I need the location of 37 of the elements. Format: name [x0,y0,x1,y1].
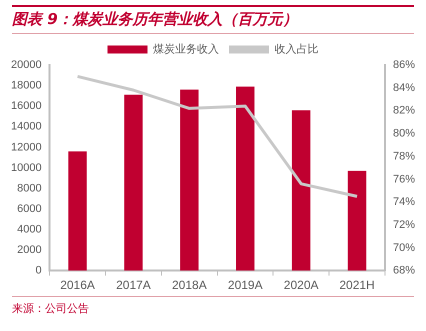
legend-label: 收入占比 [274,42,318,56]
y-tick-label: 6000 [17,202,42,215]
bar [124,94,143,271]
y-tick-label: 14000 [10,120,42,133]
x-tick-label: 2019A [228,278,263,292]
y2-tick-label: 76% [392,173,416,186]
y-tick-label: 2000 [17,244,42,256]
y-tick-label: 18000 [10,80,42,92]
y-tick-label: 4000 [17,224,42,236]
x-tick-label: 2016A [60,278,95,292]
y-tick-label: 12000 [10,141,42,154]
y-tick-label: 8000 [17,182,42,194]
y-tick-label: 0 [35,264,42,277]
source-note: 来源：公司公告 [12,301,90,316]
bar [236,86,254,271]
x-tick-label: 2021H [339,278,375,292]
y-tick-label: 16000 [10,100,42,112]
y-tick-label: 10000 [10,162,42,174]
y2-tick-label: 78% [392,150,416,162]
chart-title: 图表 9：煤炭业务历年营业收入（百万元） [12,10,299,29]
bar [180,90,199,271]
bar [68,151,87,271]
y2-tick-label: 68% [392,264,416,277]
y-tick-label: 20000 [10,59,42,72]
y2-tick-label: 70% [392,242,416,254]
bar [292,110,310,271]
y2-tick-label: 74% [392,196,416,208]
bar [348,170,366,271]
y2-tick-label: 86% [392,59,416,72]
legend-label: 煤炭业务收入 [153,42,219,56]
y2-tick-label: 84% [392,82,416,94]
y2-tick-label: 80% [392,128,416,140]
x-tick-label: 2017A [116,278,151,292]
x-tick-label: 2018A [172,278,207,292]
x-tick-label: 2020A [284,278,318,292]
y2-tick-label: 82% [392,104,416,117]
y2-tick-label: 72% [392,218,416,231]
